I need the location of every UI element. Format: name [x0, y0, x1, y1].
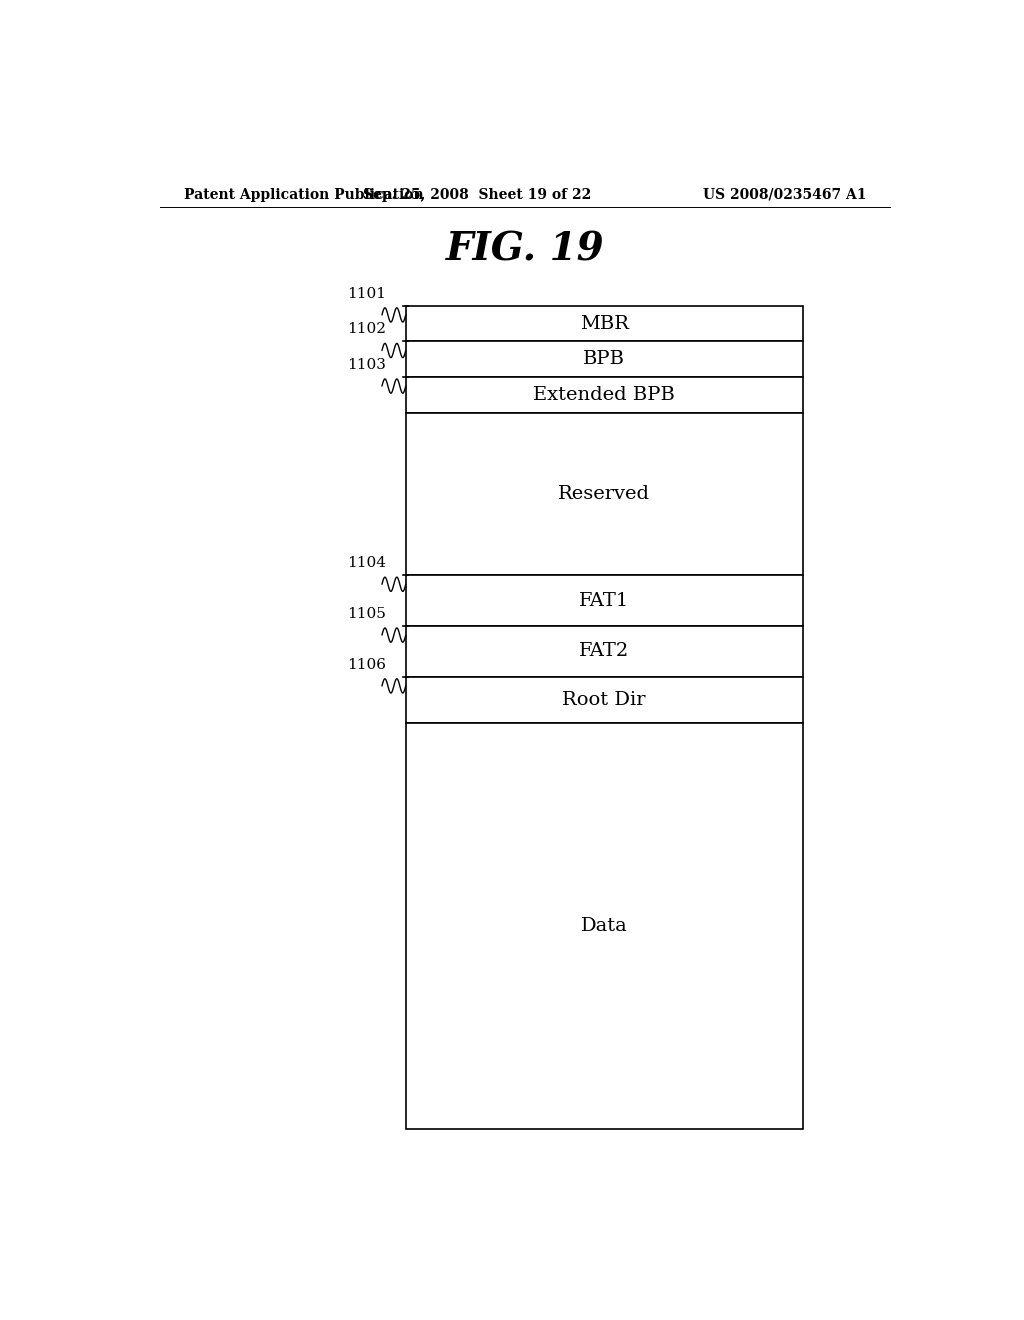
Bar	[406, 626, 803, 677]
Text: 1103: 1103	[347, 358, 386, 372]
Text: Patent Application Publication: Patent Application Publication	[183, 187, 423, 202]
Text: Sep. 25, 2008  Sheet 19 of 22: Sep. 25, 2008 Sheet 19 of 22	[364, 187, 591, 202]
Bar	[406, 306, 803, 342]
Bar	[406, 412, 803, 576]
Bar	[406, 342, 803, 378]
Text: Root Dir: Root Dir	[562, 690, 646, 709]
Text: Data: Data	[581, 917, 628, 935]
Text: BPB: BPB	[583, 350, 626, 368]
Text: FAT1: FAT1	[579, 591, 630, 610]
Text: 1105: 1105	[347, 607, 386, 620]
Text: 1106: 1106	[347, 657, 386, 672]
Bar	[406, 378, 803, 412]
Text: US 2008/0235467 A1: US 2008/0235467 A1	[702, 187, 866, 202]
Text: Reserved: Reserved	[558, 484, 650, 503]
Text: Extended BPB: Extended BPB	[534, 385, 675, 404]
Bar	[406, 722, 803, 1129]
Bar	[406, 576, 803, 626]
Text: FIG. 19: FIG. 19	[445, 231, 604, 269]
Text: MBR: MBR	[580, 314, 629, 333]
Text: 1101: 1101	[347, 286, 386, 301]
Text: FAT2: FAT2	[579, 643, 630, 660]
Text: 1102: 1102	[347, 322, 386, 337]
Text: 1104: 1104	[347, 556, 386, 570]
Bar	[406, 677, 803, 722]
